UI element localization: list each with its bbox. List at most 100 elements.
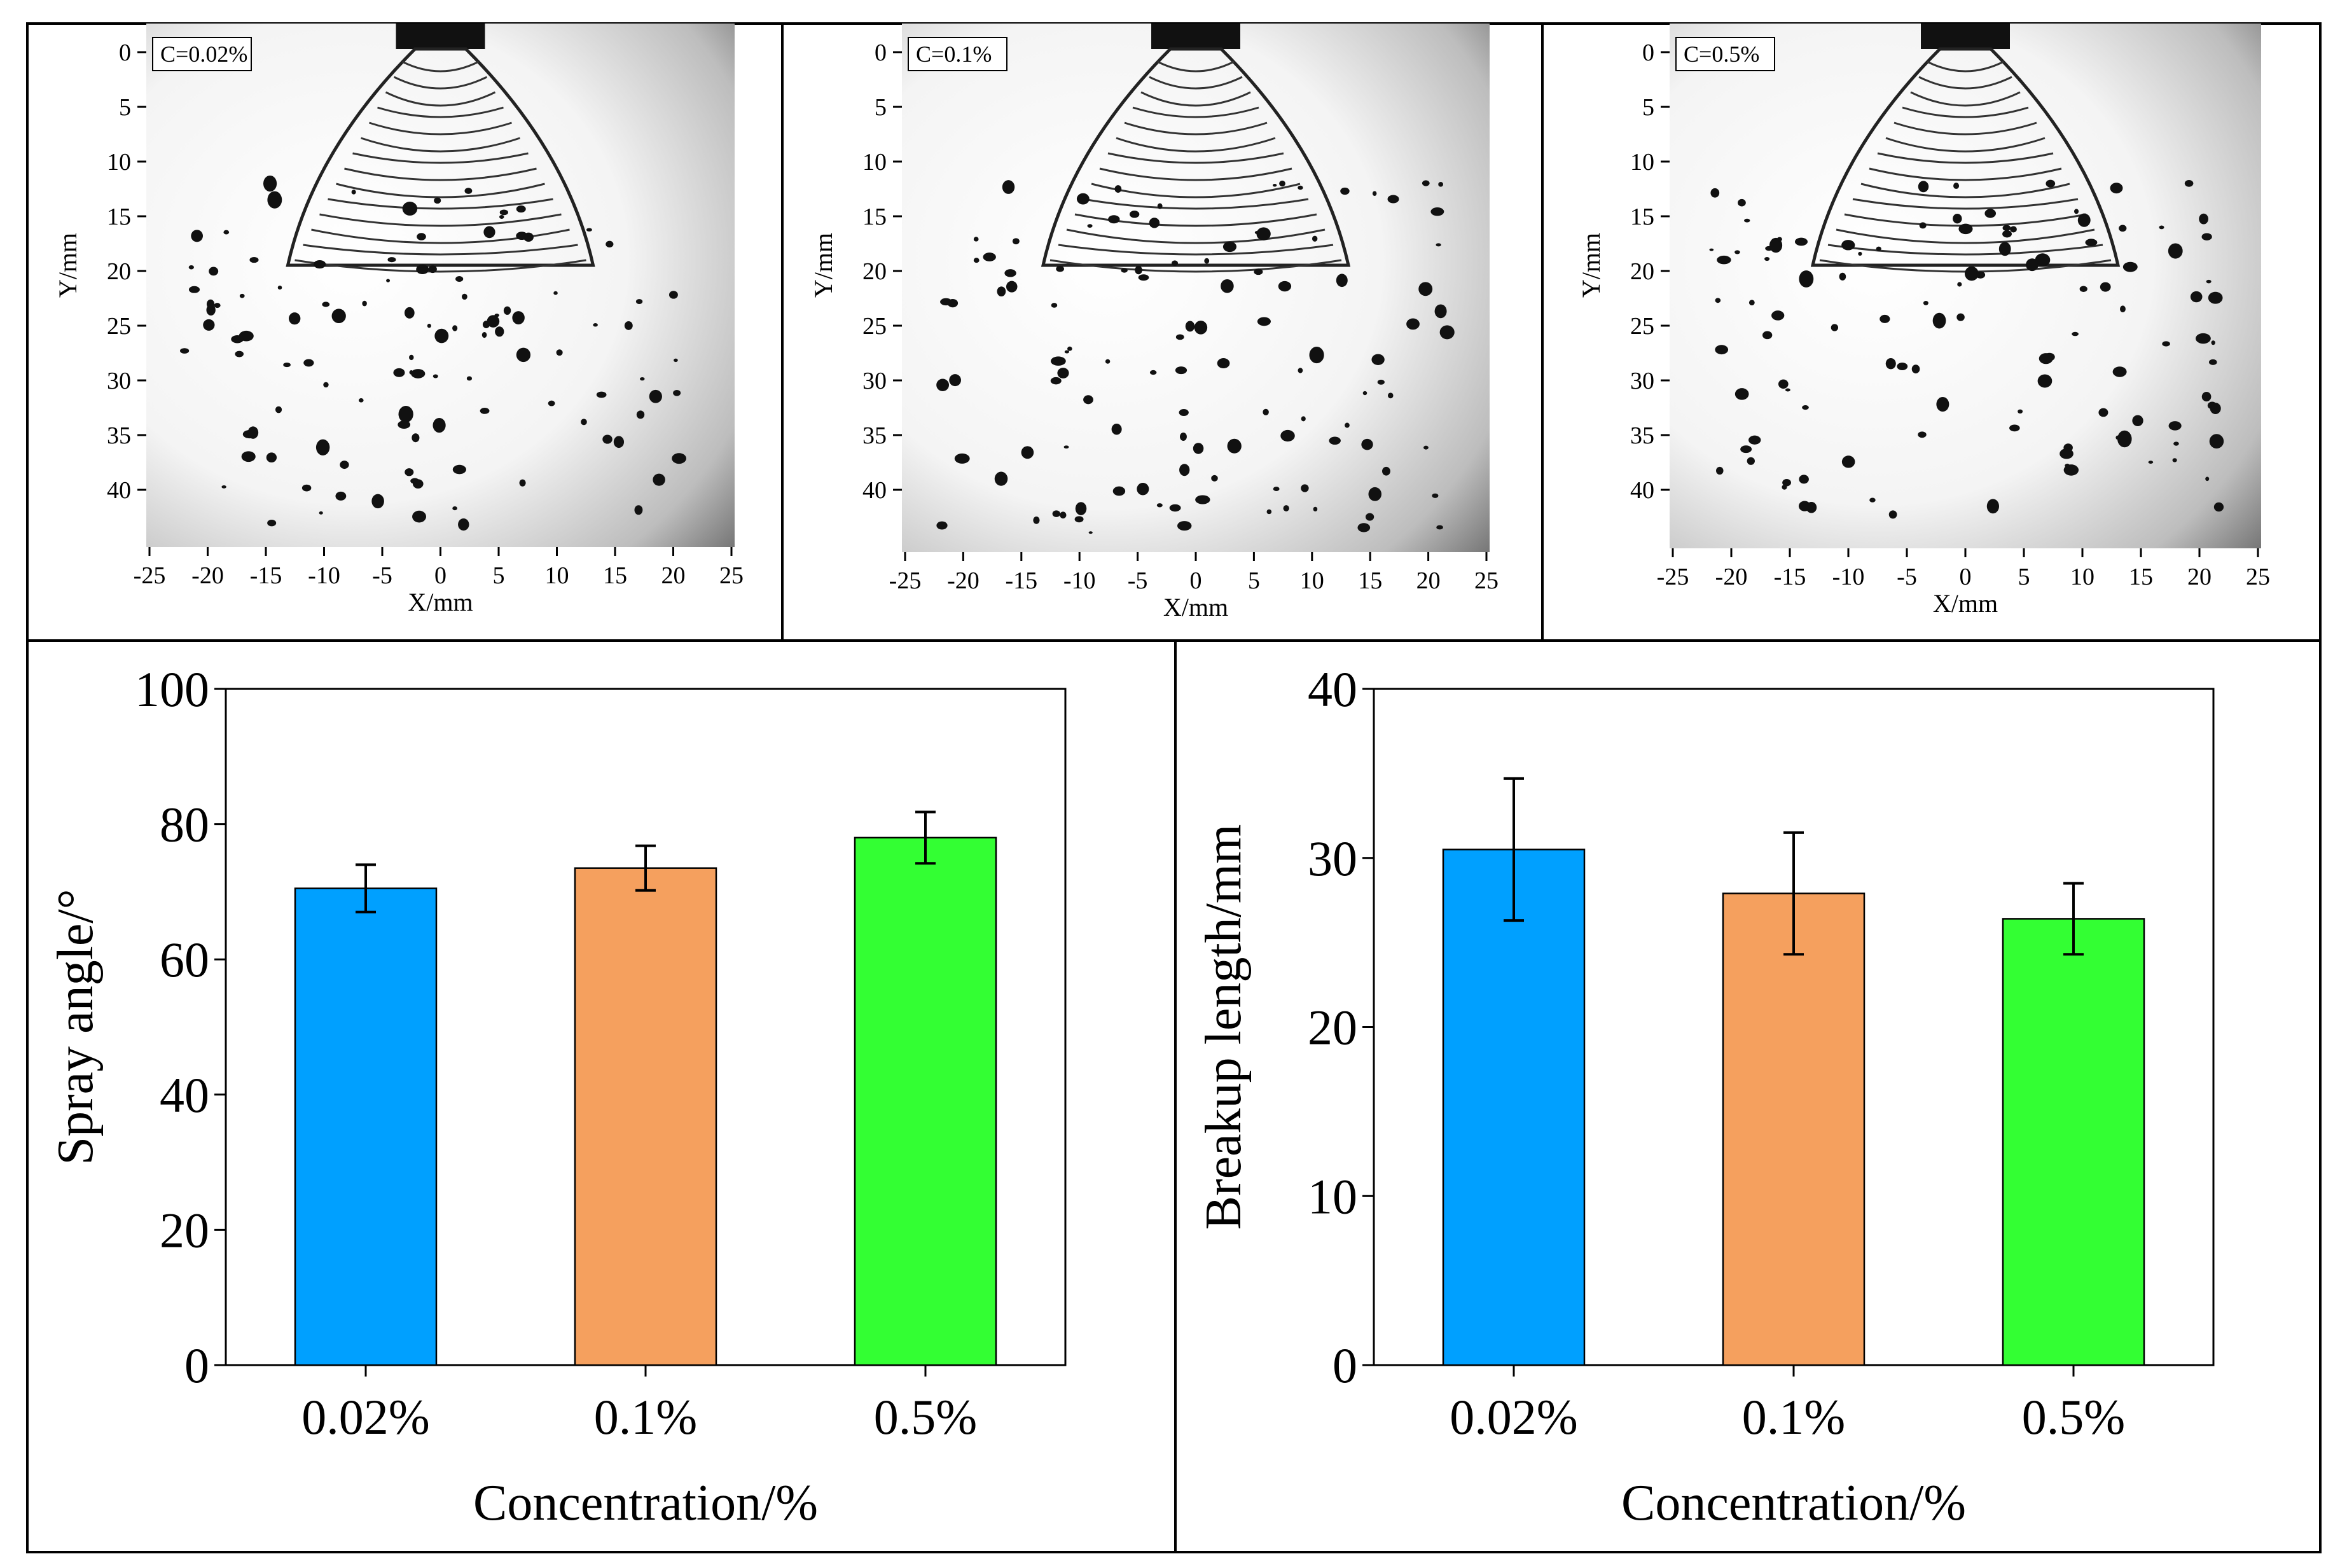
y-tick-label: 35 <box>1630 422 1654 449</box>
bar-1 <box>574 867 717 1366</box>
x-tick-label: -20 <box>947 567 980 594</box>
x-tick-label: 20 <box>2187 564 2212 590</box>
x-tick-label: -10 <box>1063 567 1096 594</box>
concentration-label-text: C=0.5% <box>1684 41 1759 67</box>
y-tick-label: 25 <box>862 313 887 340</box>
x-axis-label: Concentration/% <box>1621 1475 1966 1531</box>
y-tick-label: 15 <box>862 204 887 230</box>
x-tick-label: 0 <box>1960 564 1972 590</box>
y-tick-label: 5 <box>119 94 131 121</box>
x-tick-label: -10 <box>1832 564 1865 590</box>
x-axis-label: Concentration/% <box>473 1475 818 1531</box>
spray-angle-chart: 0.02% 0.1% 0.5% 0 20 40 60 80 100 Concentration/%… <box>48 662 1067 1531</box>
x-tick-label: -25 <box>134 562 166 589</box>
y-tick-label: 20 <box>1630 258 1654 285</box>
x-tick-label: 0 <box>434 562 447 589</box>
spray-photo-panel-2: C=0.5%-25 -20 -15 -10 -5 0 5 10 15 20 25X/mm051015… <box>1577 24 2270 618</box>
error-bar-2 <box>915 810 936 865</box>
x-tick-label: 15 <box>603 562 627 589</box>
y-tick-label: 30 <box>862 368 887 394</box>
y-tick-label: 40 <box>160 1067 209 1123</box>
y-axis: 0 5 10 15 20 25 30 35 40 <box>1630 39 1670 504</box>
x-tick-label: -10 <box>308 562 340 589</box>
y-tick-label: 0 <box>875 39 887 66</box>
x-axis-label: X/mm <box>1163 593 1228 621</box>
y-axis-label: Y/mm <box>1577 233 1605 298</box>
y-tick-label: 100 <box>135 662 209 717</box>
x-tick-label: 5 <box>1248 567 1260 594</box>
spray-image <box>1670 24 2261 548</box>
nozzle-shape <box>1921 24 2010 49</box>
x-tick-label: -25 <box>1657 564 1689 590</box>
droplets <box>1709 179 2224 519</box>
x-tick-label: -5 <box>1128 567 1148 594</box>
x-tick-label: -25 <box>889 567 922 594</box>
y-tick-label: 30 <box>1308 831 1357 886</box>
y-tick-label: 0 <box>184 1338 209 1393</box>
breakup-length-chart: 0.02% 0.1% 0.5% 0 10 20 30 40 Concentration/% Bre… <box>1196 662 2215 1531</box>
x-tick-label: 10 <box>2070 564 2094 590</box>
y-tick-label: 40 <box>862 477 887 504</box>
y-tick-label: 40 <box>1308 662 1357 717</box>
y-tick-label: 10 <box>107 149 131 176</box>
x-tick-label: 0.1% <box>1742 1389 1845 1445</box>
x-tick-label: 0.1% <box>594 1389 697 1445</box>
nozzle-shape <box>396 24 485 49</box>
error-bar-2 <box>2063 882 2084 956</box>
bar-1 <box>1722 892 1866 1366</box>
x-axis: -25 -20 -15 -10 -5 0 5 10 15 20 25 <box>889 552 1499 594</box>
x-tick-label: 0 <box>1190 567 1202 594</box>
y-tick-label: 40 <box>107 477 131 504</box>
y-tick-label: 25 <box>1630 313 1654 340</box>
y-tick-label: 40 <box>1630 477 1654 504</box>
nozzle-shape <box>1151 24 1240 49</box>
spray-sheet <box>286 47 595 273</box>
y-tick-label: 80 <box>160 797 209 852</box>
error-bar-0 <box>356 863 376 913</box>
y-tick-label: 5 <box>1642 94 1654 121</box>
concentration-label: C=0.5% <box>1675 37 1775 71</box>
x-tick-label: 15 <box>2129 564 2153 590</box>
spray-photo-panel-1: C=0.1%-25 -20 -15 -10 -5 0 5 10 15 20 25X/mm051015… <box>809 24 1499 621</box>
spray-photo-panel-0: C=0.02%-25 -20 -15 -10 -5 0 5 10 15 20 25X/mm05101… <box>53 24 744 616</box>
x-tick-label: -15 <box>1774 564 1806 590</box>
x-tick-label: 25 <box>719 562 744 589</box>
x-tick-label: 15 <box>1358 567 1382 594</box>
bar-2 <box>854 836 997 1366</box>
x-tick-label: 25 <box>2246 564 2270 590</box>
bar-0 <box>1442 849 1586 1366</box>
y-tick-label: 0 <box>119 39 131 66</box>
x-tick-label: -15 <box>250 562 282 589</box>
y-tick-label: 10 <box>1630 149 1654 176</box>
y-axis: 0 5 10 15 20 25 30 35 40 <box>862 39 902 504</box>
spray-image <box>902 24 1490 552</box>
x-tick-label: -20 <box>191 562 224 589</box>
concentration-label: C=0.1% <box>908 37 1007 71</box>
x-axis-label: X/mm <box>1933 589 1998 618</box>
concentration-label-text: C=0.1% <box>916 41 992 67</box>
x-tick-label: 20 <box>661 562 686 589</box>
x-tick-label: 5 <box>2018 564 2030 590</box>
spray-sheet <box>1810 47 2121 273</box>
x-axis-label: X/mm <box>408 588 473 616</box>
y-tick-label: 15 <box>107 204 131 230</box>
error-bar-1 <box>635 844 656 892</box>
y-tick-label: 0 <box>1333 1338 1357 1393</box>
x-tick-label: -20 <box>1715 564 1748 590</box>
y-tick-label: 20 <box>107 258 131 285</box>
x-tick-label: 25 <box>1474 567 1499 594</box>
spray-image <box>146 24 735 547</box>
y-axis-label: Y/mm <box>809 233 838 298</box>
y-tick-label: 15 <box>1630 204 1654 230</box>
spray-sheet <box>1041 47 1351 273</box>
x-tick-label: 20 <box>1416 567 1441 594</box>
x-tick-label: -5 <box>1897 564 1917 590</box>
y-tick-label: 10 <box>862 149 887 176</box>
x-axis: -25 -20 -15 -10 -5 0 5 10 15 20 25 <box>134 547 744 589</box>
y-tick-label: 60 <box>160 932 209 987</box>
concentration-label-text: C=0.02% <box>160 41 247 67</box>
x-tick-label: 10 <box>1300 567 1324 594</box>
x-tick-label: 0.02% <box>1450 1389 1577 1445</box>
x-tick-label: 10 <box>545 562 569 589</box>
x-tick-label: 5 <box>493 562 505 589</box>
